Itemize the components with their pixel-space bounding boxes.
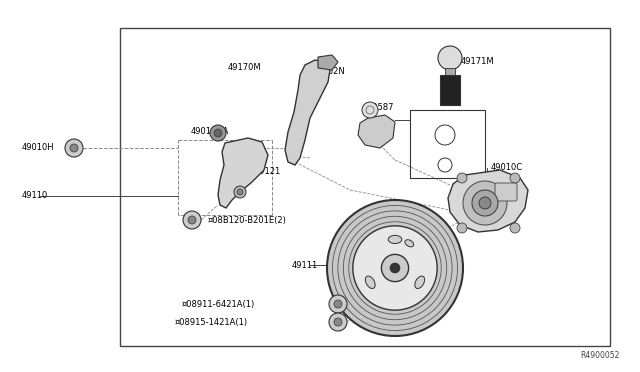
Polygon shape (218, 138, 268, 208)
Text: ¤08911-6421A(1): ¤08911-6421A(1) (182, 299, 255, 308)
Circle shape (327, 200, 463, 336)
Circle shape (329, 295, 347, 313)
Circle shape (479, 197, 491, 209)
Circle shape (183, 211, 201, 229)
Polygon shape (285, 60, 330, 165)
Circle shape (188, 216, 196, 224)
Circle shape (457, 223, 467, 233)
Text: 49171M: 49171M (461, 58, 495, 67)
Circle shape (65, 139, 83, 157)
Polygon shape (358, 115, 395, 148)
Circle shape (457, 173, 467, 183)
Ellipse shape (415, 276, 424, 289)
Text: R4900052: R4900052 (580, 351, 620, 360)
Circle shape (463, 181, 507, 225)
Circle shape (237, 189, 243, 195)
Circle shape (334, 318, 342, 326)
Ellipse shape (388, 235, 402, 244)
Text: 49111: 49111 (292, 260, 318, 269)
Circle shape (472, 190, 498, 216)
Ellipse shape (405, 240, 413, 247)
Text: ¤08B120-B201E(2): ¤08B120-B201E(2) (208, 217, 287, 225)
Text: 49587: 49587 (368, 103, 394, 112)
Circle shape (210, 125, 226, 141)
Circle shape (329, 313, 347, 331)
Text: 49010H: 49010H (22, 144, 54, 153)
Ellipse shape (365, 276, 375, 289)
Text: 49010C: 49010C (491, 164, 523, 173)
Text: 49121: 49121 (255, 167, 281, 176)
Text: 49170M: 49170M (228, 62, 262, 71)
Circle shape (70, 144, 78, 152)
Circle shape (334, 300, 342, 308)
Circle shape (381, 254, 408, 282)
Polygon shape (448, 170, 528, 232)
FancyBboxPatch shape (495, 183, 517, 201)
Bar (410, 110, 485, 178)
Bar (120, 28, 610, 346)
Text: 49010HA: 49010HA (191, 126, 229, 135)
Circle shape (390, 263, 400, 273)
Text: 49162N: 49162N (313, 67, 346, 77)
Circle shape (214, 129, 222, 137)
Bar (445, 68, 455, 76)
Circle shape (510, 173, 520, 183)
Circle shape (362, 102, 378, 118)
Circle shape (353, 226, 437, 310)
Polygon shape (318, 55, 338, 70)
Bar (440, 75, 460, 105)
Circle shape (234, 186, 246, 198)
Circle shape (510, 223, 520, 233)
Text: ¤08915-1421A(1): ¤08915-1421A(1) (175, 317, 248, 327)
Circle shape (438, 46, 462, 70)
Text: 49110: 49110 (22, 192, 48, 201)
